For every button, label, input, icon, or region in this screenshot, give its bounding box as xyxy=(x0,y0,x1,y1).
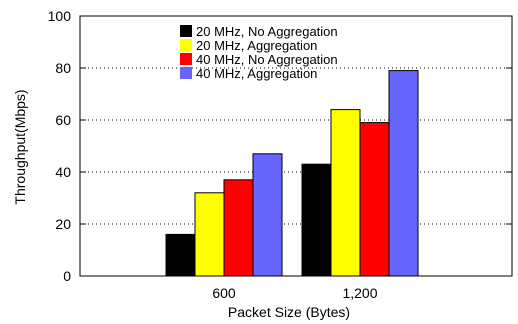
legend-label: 20 MHz, Aggregation xyxy=(196,38,317,53)
x-tick-label: 600 xyxy=(212,285,236,301)
axis-ticks: 0 20 40 60 80 100 600 1,200 xyxy=(48,8,512,301)
legend-swatch xyxy=(180,53,192,65)
y-tick-label: 40 xyxy=(55,164,71,180)
bar-1200-series-4 xyxy=(388,70,419,277)
bar-1200-series-2 xyxy=(330,109,361,277)
grid-lines xyxy=(80,67,512,225)
x-axis-label: Packet Size (Bytes) xyxy=(228,304,350,320)
bar-600-series-4 xyxy=(252,153,283,277)
bars xyxy=(165,70,419,277)
y-tick-label: 20 xyxy=(55,216,71,232)
bar-1200-series-3 xyxy=(359,122,390,277)
legend-label: 40 MHz, No Aggregation xyxy=(196,52,338,67)
legend-label: 20 MHz, No Aggregation xyxy=(196,24,338,39)
bar-1200-series-1 xyxy=(301,163,332,277)
y-tick-label: 0 xyxy=(63,268,71,284)
y-tick-label: 80 xyxy=(55,60,71,76)
y-axis-label: Throughput(Mbps) xyxy=(12,89,28,204)
legend-swatch xyxy=(180,25,192,37)
plot-frame xyxy=(79,15,513,277)
bar-600-series-2 xyxy=(194,192,225,277)
legend-swatch xyxy=(180,67,192,79)
bar-600-series-1 xyxy=(165,233,196,277)
legend-label: 40 MHz, Aggregation xyxy=(196,66,317,81)
y-tick-label: 100 xyxy=(48,8,72,24)
legend-swatch xyxy=(180,39,192,51)
y-tick-label: 60 xyxy=(55,112,71,128)
bar-600-series-3 xyxy=(223,179,254,277)
x-tick-label: 1,200 xyxy=(342,285,377,301)
